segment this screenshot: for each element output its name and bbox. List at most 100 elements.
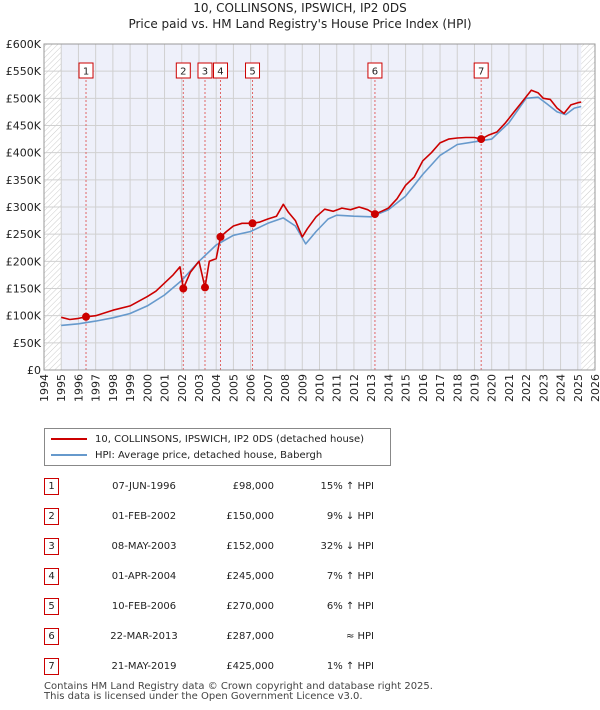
x-tick-label: 2007 <box>262 374 275 402</box>
sale-label-number: 6 <box>372 67 378 78</box>
legend-item-property: 10, COLLINSONS, IPSWICH, IP2 0DS (detach… <box>51 432 364 446</box>
sale-price: £245,000 <box>226 570 274 582</box>
sale-label-box <box>245 62 261 79</box>
footer-copyright: Contains HM Land Registry data © Crown c… <box>44 681 433 692</box>
sale-label-box <box>212 62 228 79</box>
x-tick-label: 2010 <box>314 374 327 402</box>
sales-table: 1 07-JUN-1996 £98,000 15% ↑ HPI 2 01-FEB… <box>44 471 374 681</box>
sale-date: 08-MAY-2003 <box>111 540 177 552</box>
footer-licence: This data is licensed under the Open Gov… <box>44 691 363 702</box>
sale-hpi-comparison: 7% ↑ HPI <box>326 570 374 582</box>
y-tick-label: £350K <box>6 174 42 187</box>
x-tick-label: 2011 <box>331 374 344 402</box>
legend-swatch-property <box>51 438 87 440</box>
table-row: 3 08-MAY-2003 £152,000 32% ↓ HPI <box>44 531 374 561</box>
legend-label-hpi: HPI: Average price, detached house, Babe… <box>95 449 323 461</box>
sale-number-badge: 6 <box>44 627 59 645</box>
plot-border <box>43 43 596 371</box>
sale-marker <box>82 312 91 321</box>
y-tick-label: £400K <box>6 147 42 160</box>
y-tick-label: £250K <box>6 228 42 241</box>
y-tick-label: £0 <box>27 364 41 377</box>
chart-subtitle: Price paid vs. HM Land Registry's House … <box>128 17 472 31</box>
sale-hpi-comparison: 32% ↓ HPI <box>320 540 374 552</box>
y-tick-label: £300K <box>6 201 42 214</box>
x-tick-label: 2004 <box>210 374 223 402</box>
chart-title: 10, COLLINSONS, IPSWICH, IP2 0DS <box>193 1 407 15</box>
legend-swatch-hpi <box>51 454 87 456</box>
y-tick-label: £100K <box>6 310 42 323</box>
sale-hpi-comparison: ≈ HPI <box>345 630 374 642</box>
table-row: 6 22-MAR-2013 £287,000 ≈ HPI <box>44 621 374 651</box>
x-tick-label: 2023 <box>537 374 550 402</box>
sale-price: £98,000 <box>232 480 274 492</box>
x-tick-label: 2003 <box>193 374 206 402</box>
sale-date: 22-MAR-2013 <box>110 630 178 642</box>
sale-marker <box>200 283 209 292</box>
x-tick-label: 1998 <box>107 374 120 402</box>
y-tick-label: £500K <box>6 92 42 105</box>
sale-number-badge: 4 <box>44 567 59 585</box>
x-tick-label: 1996 <box>72 374 85 402</box>
y-tick-label: £550K <box>6 65 42 78</box>
sale-label-box <box>197 62 213 79</box>
table-row: 7 21-MAY-2019 £425,000 1% ↑ HPI <box>44 651 374 681</box>
y-tick-label: £50K <box>13 337 42 350</box>
sale-label-box <box>175 62 191 79</box>
sale-number-badge: 7 <box>44 657 59 675</box>
x-tick-label: 2026 <box>589 374 600 402</box>
x-tick-label: 2019 <box>468 374 481 402</box>
sale-label-box <box>367 62 383 79</box>
legend-label-property: 10, COLLINSONS, IPSWICH, IP2 0DS (detach… <box>95 433 365 445</box>
sale-label-box <box>78 62 94 79</box>
y-tick-label: £200K <box>6 255 42 268</box>
table-row: 5 10-FEB-2006 £270,000 6% ↑ HPI <box>44 591 374 621</box>
x-tick-label: 1995 <box>55 374 68 402</box>
sale-hpi-comparison: 9% ↓ HPI <box>326 510 374 522</box>
sale-date: 01-APR-2004 <box>111 570 177 582</box>
legend: 10, COLLINSONS, IPSWICH, IP2 0DS (detach… <box>44 428 391 466</box>
table-row: 1 07-JUN-1996 £98,000 15% ↑ HPI <box>44 471 374 501</box>
sale-price: £270,000 <box>226 600 274 612</box>
sale-number-badge: 3 <box>44 537 59 555</box>
sale-price: £425,000 <box>226 660 274 672</box>
sale-hpi-comparison: 15% ↑ HPI <box>320 480 374 492</box>
sale-label-number: 4 <box>217 67 223 78</box>
x-tick-label: 2008 <box>279 374 292 402</box>
x-tick-label: 2001 <box>159 374 172 402</box>
sale-number-badge: 1 <box>44 477 59 495</box>
sale-marker <box>248 219 257 228</box>
x-tick-label: 2009 <box>296 374 309 402</box>
x-tick-label: 2000 <box>141 374 154 402</box>
x-tick-label: 2015 <box>400 374 413 402</box>
sale-label-number: 3 <box>202 67 208 78</box>
x-tick-label: 2018 <box>451 374 464 402</box>
sale-marker <box>216 232 225 241</box>
hpi-series-line <box>61 96 582 327</box>
x-tick-label: 2005 <box>227 374 240 402</box>
sale-marker <box>477 135 486 144</box>
sale-label-number: 5 <box>249 67 255 78</box>
x-tick-label: 2002 <box>176 374 189 402</box>
sale-marker <box>370 210 379 219</box>
table-row: 2 01-FEB-2002 £150,000 9% ↓ HPI <box>44 501 374 531</box>
sale-label-number: 2 <box>180 67 186 78</box>
x-tick-label: 1999 <box>124 374 137 402</box>
x-tick-label: 1997 <box>90 374 103 402</box>
x-tick-label: 2014 <box>382 374 395 402</box>
sale-price: £287,000 <box>226 630 274 642</box>
legend-item-hpi: HPI: Average price, detached house, Babe… <box>51 448 322 462</box>
y-tick-label: £600K <box>6 38 42 51</box>
x-tick-label: 2025 <box>572 374 585 402</box>
sale-marker <box>179 284 188 293</box>
y-tick-label: £450K <box>6 120 42 133</box>
x-tick-label: 2012 <box>348 374 361 402</box>
sale-hpi-comparison: 1% ↑ HPI <box>326 660 374 672</box>
x-tick-label: 2017 <box>434 374 447 402</box>
x-tick-label: 1994 <box>38 374 51 402</box>
sale-date: 07-JUN-1996 <box>112 480 176 492</box>
property-series-line <box>61 89 582 321</box>
sale-number-badge: 2 <box>44 507 59 525</box>
x-tick-label: 2016 <box>417 374 430 402</box>
sale-date: 21-MAY-2019 <box>111 660 177 672</box>
